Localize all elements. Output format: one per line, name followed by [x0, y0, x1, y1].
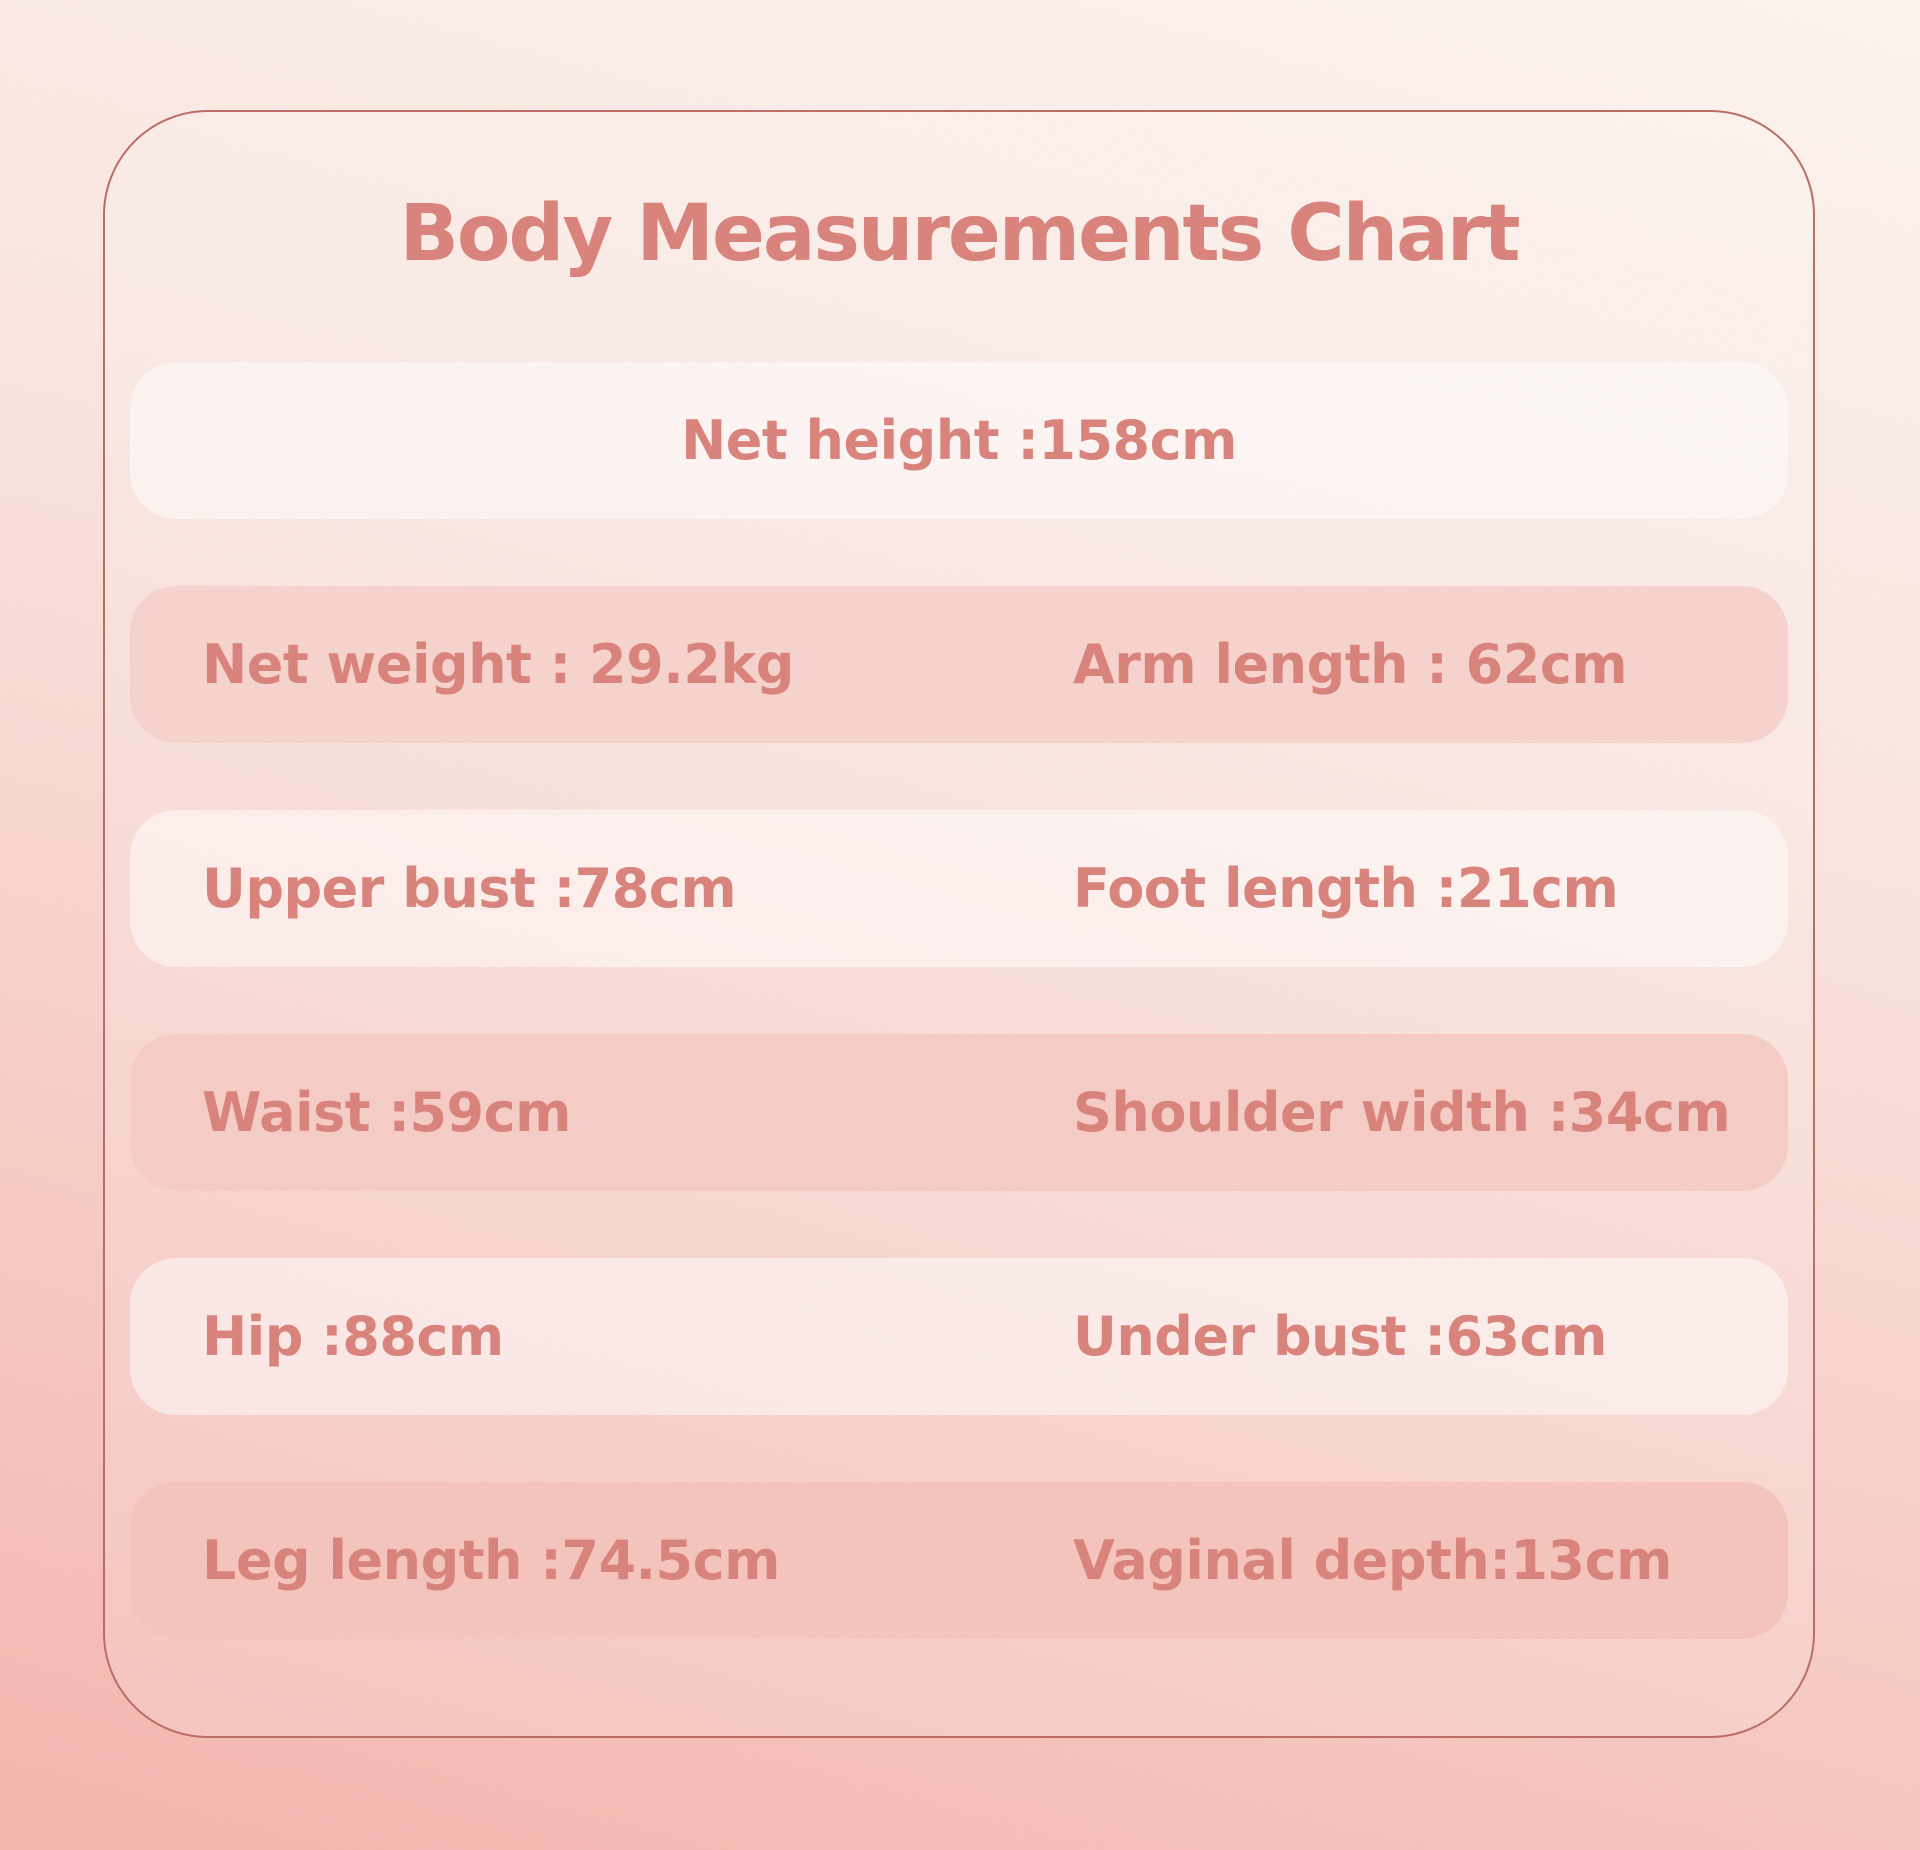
measurement-label: Under bust :63cm: [1073, 1305, 1607, 1368]
measurement-label: Net height :158cm: [681, 409, 1237, 472]
measurements-list: Net height :158cm Net weight : 29.2kg Ar…: [130, 362, 1788, 1639]
measurement-label: Foot length :21cm: [1073, 857, 1619, 920]
measurement-row-hip-underbust: Hip :88cm Under bust :63cm: [130, 1258, 1788, 1415]
measurement-row-weight-arm: Net weight : 29.2kg Arm length : 62cm: [130, 586, 1788, 743]
chart-title: Body Measurements Chart: [399, 189, 1520, 279]
measurements-card: Body Measurements Chart Net height :158c…: [103, 110, 1815, 1738]
measurement-label: Waist :59cm: [202, 1081, 571, 1144]
measurement-row-leg-depth: Leg length :74.5cm Vaginal depth:13cm: [130, 1482, 1788, 1639]
measurement-label: Vaginal depth:13cm: [1073, 1529, 1672, 1592]
measurement-label: Leg length :74.5cm: [202, 1529, 780, 1592]
measurement-label: Hip :88cm: [202, 1305, 504, 1368]
measurement-row-bust-foot: Upper bust :78cm Foot length :21cm: [130, 810, 1788, 967]
measurement-row-net-height: Net height :158cm: [130, 362, 1788, 519]
measurement-label: Shoulder width :34cm: [1073, 1081, 1731, 1144]
measurement-label: Arm length : 62cm: [1073, 633, 1628, 696]
measurement-label: Net weight : 29.2kg: [202, 633, 794, 696]
measurement-row-waist-shoulder: Waist :59cm Shoulder width :34cm: [130, 1034, 1788, 1191]
measurement-label: Upper bust :78cm: [202, 857, 737, 920]
